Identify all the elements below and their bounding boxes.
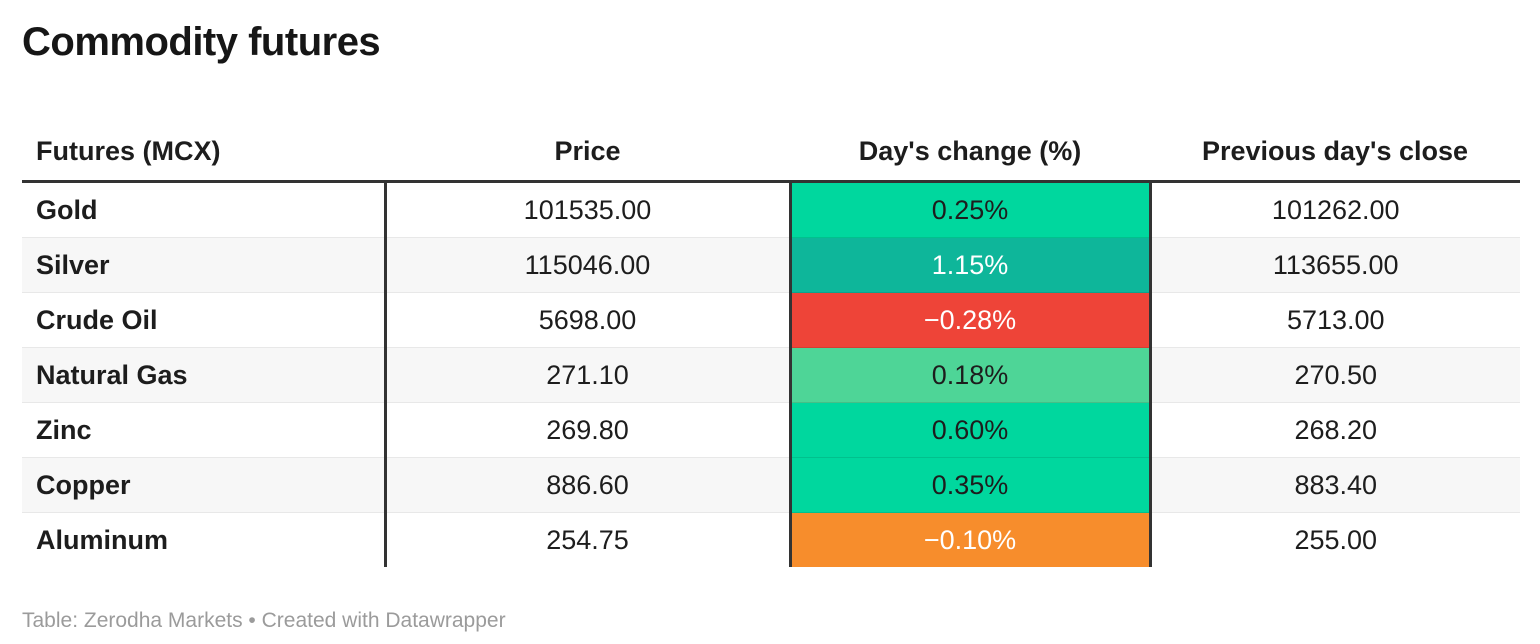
page-title: Commodity futures [22,20,381,64]
cell-change: −0.10% [788,512,1152,567]
cell-price: 115046.00 [385,237,790,293]
table-row: Aluminum 254.75 −0.10% 255.00 [22,512,1520,567]
cell-price: 271.10 [385,347,790,403]
table-row: Zinc 269.80 0.60% 268.20 [22,402,1520,458]
cell-price: 269.80 [385,402,790,458]
cell-change: 0.25% [788,181,1152,238]
cell-name: Copper [22,457,387,513]
table-row: Silver 115046.00 1.15% 113655.00 [22,237,1520,293]
table-row: Copper 886.60 0.35% 883.40 [22,457,1520,513]
cell-price: 886.60 [385,457,790,513]
cell-change: 0.60% [788,402,1152,458]
cell-price: 5698.00 [385,292,790,348]
cell-name: Aluminum [22,512,387,567]
table-row: Gold 101535.00 0.25% 101262.00 [22,181,1520,238]
cell-prev-close: 883.40 [1150,457,1520,513]
cell-change: 0.18% [788,347,1152,403]
cell-prev-close: 5713.00 [1150,292,1520,348]
cell-prev-close: 270.50 [1150,347,1520,403]
cell-change: 1.15% [788,237,1152,293]
cell-prev-close: 101262.00 [1271,194,1400,225]
table-row: Natural Gas 271.10 0.18% 270.50 [22,347,1520,403]
commodity-futures-table: Futures (MCX) Price Day's change (%) Pre… [22,122,1520,567]
cell-name: Gold [22,181,387,238]
cell-change: −0.28% [788,292,1152,348]
cell-name: Silver [22,237,387,293]
cell-name: Natural Gas [22,347,387,403]
table-body: Gold 101535.00 0.25% 101262.00 Silver 115046.… [22,181,1520,567]
cell-prev-close: 113655.00 [1150,237,1520,293]
cell-change: 0.35% [788,457,1152,513]
col-header-change: Day's change (%) [790,122,1150,183]
col-header-futures: Futures (MCX) [22,122,385,183]
cell-prev-close: 255.00 [1150,512,1520,567]
table-header: Futures (MCX) Price Day's change (%) Pre… [22,122,1520,183]
col-header-prev-close: Previous day's close [1150,122,1520,183]
cell-name: Zinc [22,402,387,458]
cell-prev-close: 268.20 [1150,402,1520,458]
col-header-price: Price [385,122,790,183]
cell-price: 101535.00 [523,194,652,225]
cell-price: 254.75 [385,512,790,567]
datawrapper-table-widget: Commodity futures Futures (MCX) Price Da… [0,20,1540,633]
attribution: Table: Zerodha Markets • Created with Da… [22,609,506,632]
cell-name: Crude Oil [22,292,387,348]
table-row: Crude Oil 5698.00 −0.28% 5713.00 [22,292,1520,348]
